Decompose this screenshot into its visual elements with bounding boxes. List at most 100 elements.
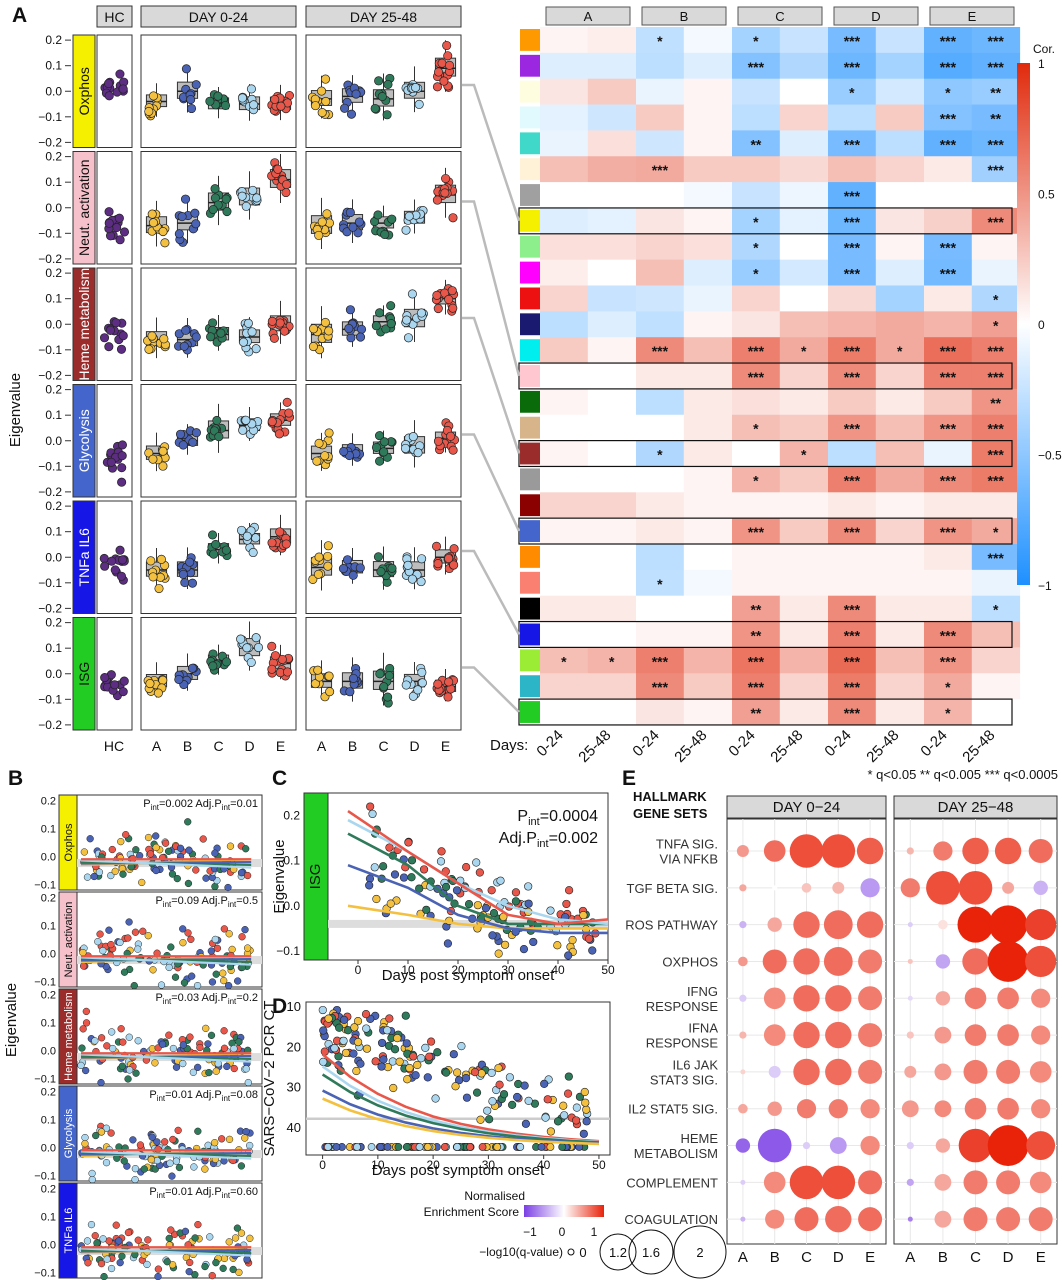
heatmap-cell [828, 569, 877, 597]
heatmap-cell [732, 52, 781, 80]
heatmap-cell [540, 78, 589, 106]
data-point [373, 210, 383, 220]
heatmap-cell [636, 492, 685, 519]
heatmap-cell [924, 233, 973, 261]
heatmap-cell [875, 156, 925, 183]
module-color-swatch [520, 339, 540, 362]
data-point [386, 301, 396, 311]
data-point [209, 549, 219, 559]
data-point [348, 222, 358, 232]
data-point [212, 970, 220, 978]
y-axis-title: Eigenvalue [3, 983, 20, 1057]
data-point [355, 563, 365, 573]
data-point [206, 1233, 214, 1241]
enrichment-dot [996, 1059, 1021, 1084]
data-point [349, 1049, 358, 1058]
data-point [433, 1048, 442, 1057]
panel-a-heatmap: A B C D E* * *** *** ****** *** *** **** * ***** **** *… [462, 6, 1062, 782]
significance-star: * [561, 653, 567, 669]
heatmap-col-label: 0-24 [533, 727, 566, 760]
data-point [313, 665, 323, 675]
data-point [441, 173, 451, 184]
heatmap-group-header [929, 6, 1015, 26]
heatmap-cell [732, 673, 781, 700]
data-point [91, 1232, 99, 1240]
data-point [81, 1140, 89, 1148]
heatmap-cell [875, 27, 925, 54]
heatmap-cell [636, 518, 685, 545]
significance-star: *** [988, 33, 1005, 49]
data-point [208, 978, 217, 986]
module-strip [303, 792, 329, 961]
data-point [120, 1157, 128, 1165]
x-tick-label: 10 [401, 963, 415, 977]
significance-star: ** [750, 627, 761, 643]
module-color-swatch [520, 365, 540, 387]
heatmap-cell [924, 337, 973, 364]
enrichment-dot [740, 1179, 746, 1185]
significance-star: *** [844, 266, 861, 282]
heatmap-cell [971, 156, 1021, 183]
data-point [116, 571, 126, 581]
data-point [125, 1033, 133, 1041]
data-point [500, 940, 510, 949]
data-point [379, 447, 389, 457]
significance-star: * [801, 447, 807, 463]
significance-star: *** [844, 59, 861, 75]
enrichment-dot [825, 1058, 852, 1086]
colorbar [1017, 63, 1030, 585]
data-point [370, 103, 380, 114]
data-point [565, 886, 574, 895]
data-point [169, 1044, 178, 1053]
heatmap-col-label: 25-48 [863, 727, 902, 766]
x-tick-label: E [1036, 1249, 1046, 1266]
data-point [138, 878, 146, 887]
data-point [241, 1134, 249, 1142]
data-point [366, 802, 375, 811]
y-tick-label: 0.1 [45, 525, 62, 539]
heatmap-cell [540, 337, 589, 364]
heatmap-cell [779, 285, 829, 312]
y-axis-title: SARS−CoV−2 PCR CT [261, 1001, 278, 1157]
data-point [116, 938, 124, 947]
heatmap-cell [683, 104, 733, 131]
data-point [374, 431, 385, 441]
data-point [213, 944, 222, 952]
data-point [419, 865, 429, 874]
module-color-swatch [520, 390, 540, 413]
heatmap-group-header [833, 6, 919, 26]
heatmap-cell [828, 492, 877, 519]
data-point [235, 1268, 243, 1277]
module-strip [72, 617, 96, 731]
heatmap-cell [683, 337, 733, 364]
heatmap-cell [828, 595, 877, 623]
heatmap-cell [540, 233, 589, 261]
data-point [225, 1135, 234, 1144]
data-point [194, 1220, 202, 1229]
heatmap-group-label: D [871, 9, 880, 24]
data-point [124, 1075, 132, 1083]
enrichment-dot [796, 1099, 817, 1119]
heatmap-cell [683, 78, 733, 106]
data-point [181, 325, 191, 335]
gene-set-label: TNFA SIG. [656, 837, 718, 852]
significance-star: * [849, 85, 855, 101]
heatmap-cell [971, 673, 1021, 700]
data-point [193, 981, 202, 990]
data-point [228, 945, 236, 954]
significance-star: ** [750, 136, 761, 152]
adj-p-int-annotation: Adj.Pint=0.002 [499, 830, 598, 850]
heatmap-cell [732, 647, 781, 674]
legend-size-circle [673, 1225, 727, 1279]
data-point [439, 76, 449, 86]
data-point [187, 935, 195, 943]
enrichment-dot [900, 878, 920, 898]
heatmap-cell [875, 259, 925, 286]
data-point [403, 333, 414, 343]
data-point [132, 846, 140, 854]
data-point [161, 839, 170, 847]
y-tick-label: 0.2 [45, 33, 62, 47]
data-point [407, 873, 416, 882]
heatmap-cell [683, 130, 733, 157]
data-point [270, 651, 280, 661]
